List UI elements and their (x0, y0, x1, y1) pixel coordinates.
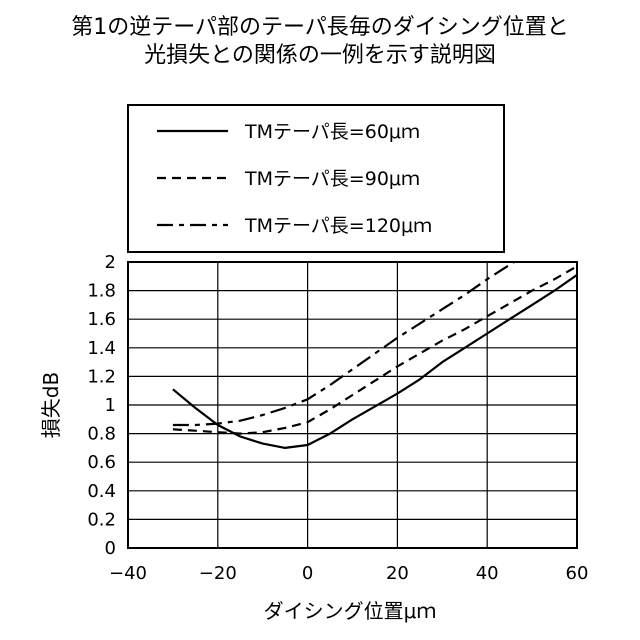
y-tick-label: 2 (105, 252, 116, 273)
x-tick-label: 20 (386, 563, 409, 584)
x-tick-label: −40 (109, 563, 147, 584)
series-group (173, 222, 577, 448)
legend-label-1: TMテーパ長=60μｍ (244, 121, 420, 143)
legend: TMテーパ長=60μｍ TMテーパ長=90μｍ TMテーパ長=120μｍ (157, 121, 432, 237)
legend-label-2: TMテーパ長=90μｍ (244, 168, 420, 190)
x-tick-label: 60 (566, 563, 589, 584)
y-tick-label: 0.2 (87, 509, 116, 530)
y-tick-label: 0.4 (87, 481, 116, 502)
y-tick-label: 1.4 (87, 338, 116, 359)
y-tick-label: 0 (105, 538, 116, 559)
y-tick-label: 0.6 (87, 452, 116, 473)
y-tick-labels: 0 0.2 0.4 0.6 0.8 1 1.2 1.4 1.6 1.8 2 (87, 252, 116, 559)
x-axis-label: ダイシング位置μｍ (264, 599, 437, 623)
y-tick-label: 1 (105, 395, 116, 416)
y-tick-label: 1.2 (87, 366, 116, 387)
y-tick-label: 1.6 (87, 309, 116, 330)
y-axis-label: 損失dB (39, 372, 63, 438)
x-tick-label: 40 (476, 563, 499, 584)
grid (128, 262, 577, 548)
y-tick-label: 1.8 (87, 281, 116, 302)
x-tick-label: 0 (302, 563, 313, 584)
x-tick-label: −20 (199, 563, 237, 584)
series-line-2 (173, 266, 577, 433)
y-tick-label: 0.8 (87, 424, 116, 445)
x-tick-labels: −40 −20 0 20 40 60 (109, 563, 588, 584)
legend-label-3: TMテーパ長=120μｍ (244, 215, 432, 237)
